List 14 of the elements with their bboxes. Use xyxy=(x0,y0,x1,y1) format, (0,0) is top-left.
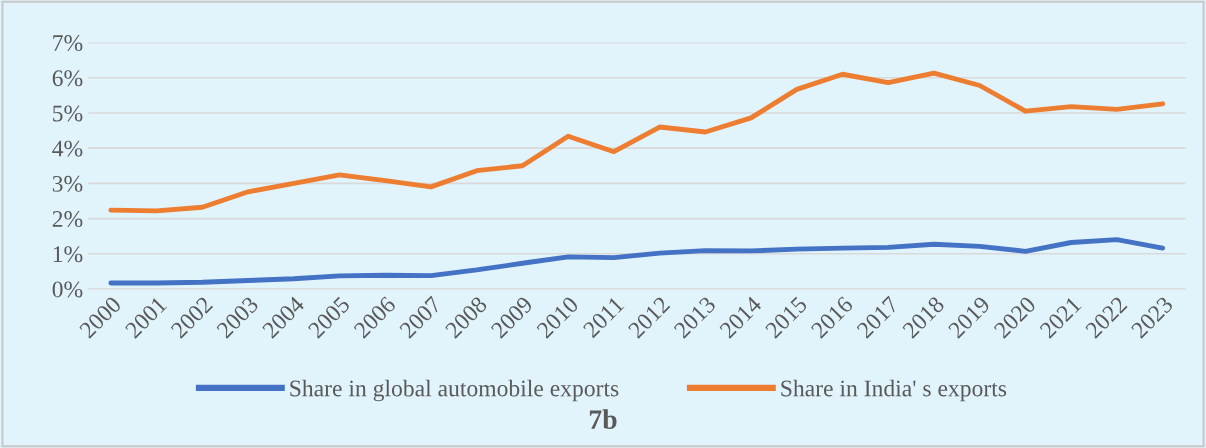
line-series xyxy=(108,237,1166,286)
legend-label: Share in India' s exports xyxy=(781,379,1007,402)
line-series xyxy=(108,70,1166,214)
y-tick-label: 1% xyxy=(53,246,83,263)
y-tick-label: 6% xyxy=(52,70,83,87)
y-tick-label: 3% xyxy=(52,175,83,192)
y-tick-label: 5% xyxy=(53,105,83,122)
y-tick-label: 2% xyxy=(52,211,83,228)
x-tick-label: 2011 xyxy=(582,296,625,339)
y-tick-label: 4% xyxy=(52,140,83,157)
legend-label: Share in global automobile exports xyxy=(290,379,619,402)
y-tick-label: 7% xyxy=(53,35,83,52)
text: 7b xyxy=(589,409,617,429)
y-tick-label: 0% xyxy=(52,281,83,298)
